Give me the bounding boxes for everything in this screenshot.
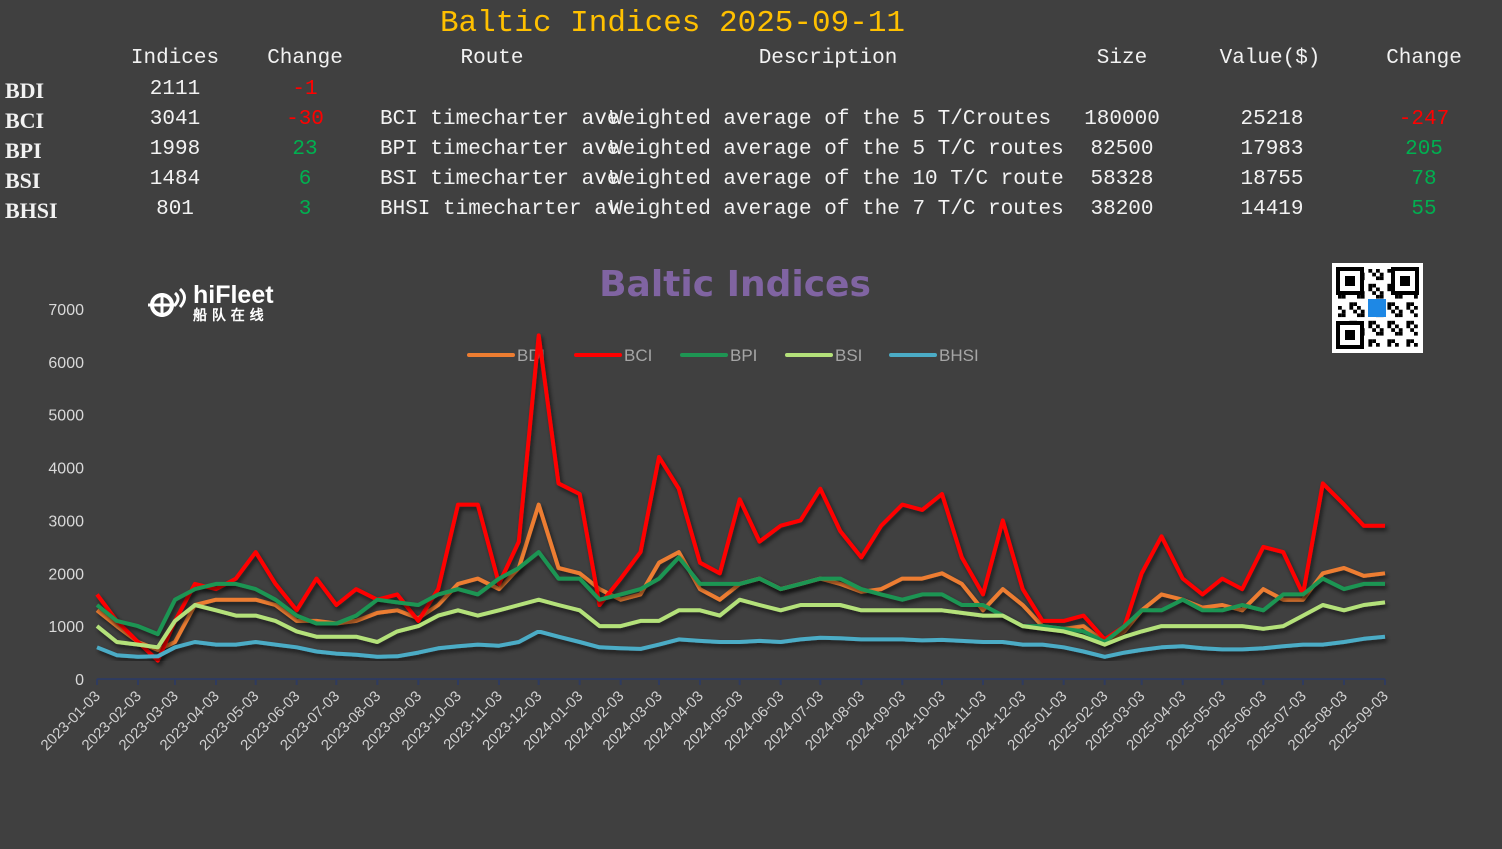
cell-value-change: 78 xyxy=(1411,168,1437,191)
series-line-bhsi xyxy=(96,629,1386,659)
logo-text: hiFleet xyxy=(193,281,274,309)
cell-index: 2111 xyxy=(149,78,201,101)
column-header: Value($) xyxy=(1219,47,1321,70)
series-line-bsi xyxy=(95,597,1386,650)
cell-change: -30 xyxy=(286,108,324,131)
column-header: Route xyxy=(460,47,524,70)
cell-name: BSI xyxy=(5,168,41,193)
cell-value: 14419 xyxy=(1240,198,1304,221)
y-tick-label: 3000 xyxy=(48,513,84,530)
logo-subtext: 船 队 在 线 xyxy=(193,308,264,324)
y-tick-label: 1000 xyxy=(48,619,84,636)
cell-change: 6 xyxy=(298,168,312,191)
cell-description: Weighted average of the 5 T/C routes xyxy=(610,138,1064,161)
cell-description: Weighted average of the 7 T/C routes xyxy=(610,198,1064,221)
cell-route: BSI timecharter ave xyxy=(380,168,620,191)
qr-code[interactable] xyxy=(1332,263,1423,353)
cell-name: BHSI xyxy=(5,198,58,223)
cell-change: 23 xyxy=(292,138,318,161)
cell-index: 801 xyxy=(156,198,194,221)
cell-value: 25218 xyxy=(1240,108,1304,131)
y-tick-label: 7000 xyxy=(48,302,84,319)
logo-icon xyxy=(148,287,186,317)
y-tick-label: 5000 xyxy=(48,408,84,425)
cell-value-change: 205 xyxy=(1405,138,1443,161)
cell-route: BCI timecharter ave xyxy=(380,108,620,131)
chart-title: Baltic Indices xyxy=(599,264,871,305)
cell-name: BCI xyxy=(5,108,45,133)
cell-size: 82500 xyxy=(1090,138,1154,161)
cell-index: 1484 xyxy=(149,168,201,191)
legend-label[interactable]: BPI xyxy=(730,346,757,365)
y-tick-label: 0 xyxy=(75,672,84,689)
legend-label[interactable]: BHSI xyxy=(939,346,979,365)
cell-size: 180000 xyxy=(1084,108,1160,131)
cell-route: BPI timecharter ave xyxy=(380,138,620,161)
cell-size: 58328 xyxy=(1090,168,1154,191)
cell-index: 1998 xyxy=(149,138,201,161)
cell-value: 17983 xyxy=(1240,138,1304,161)
column-header: Change xyxy=(1386,47,1462,70)
cell-description: Weighted average of the 10 T/C route xyxy=(610,168,1064,191)
cell-index: 3041 xyxy=(149,108,201,131)
column-header: Description xyxy=(758,47,898,70)
cell-value-change: 55 xyxy=(1411,198,1437,221)
y-tick-label: 2000 xyxy=(48,566,84,583)
column-header: Change xyxy=(267,47,343,70)
cell-value-change: -247 xyxy=(1398,108,1450,131)
column-header: Size xyxy=(1096,47,1148,70)
baltic-indices-chart: Baltic Indices 0 1000 2000 3000 4000 5000 6000 7… xyxy=(38,264,1392,754)
column-header: Indices xyxy=(130,47,220,70)
cell-name: BPI xyxy=(5,138,42,163)
y-tick-label: 6000 xyxy=(48,355,84,372)
cell-description: Weighted average of the 5 T/Croutes xyxy=(610,108,1052,131)
series-line-bpi xyxy=(95,550,1385,644)
cell-size: 38200 xyxy=(1090,198,1154,221)
cell-value: 18755 xyxy=(1240,168,1304,191)
cell-change: 3 xyxy=(298,198,312,221)
legend-label[interactable]: BCI xyxy=(624,346,652,365)
legend-label[interactable]: BSI xyxy=(835,346,862,365)
cell-change: -1 xyxy=(292,78,318,101)
cell-name: BDI xyxy=(5,78,45,103)
y-tick-label: 4000 xyxy=(48,461,84,478)
page-title: Baltic Indices 2025-09-11 xyxy=(439,6,906,41)
cell-route: BHSI timecharter av xyxy=(380,198,620,221)
series-line-bci xyxy=(95,333,1385,663)
